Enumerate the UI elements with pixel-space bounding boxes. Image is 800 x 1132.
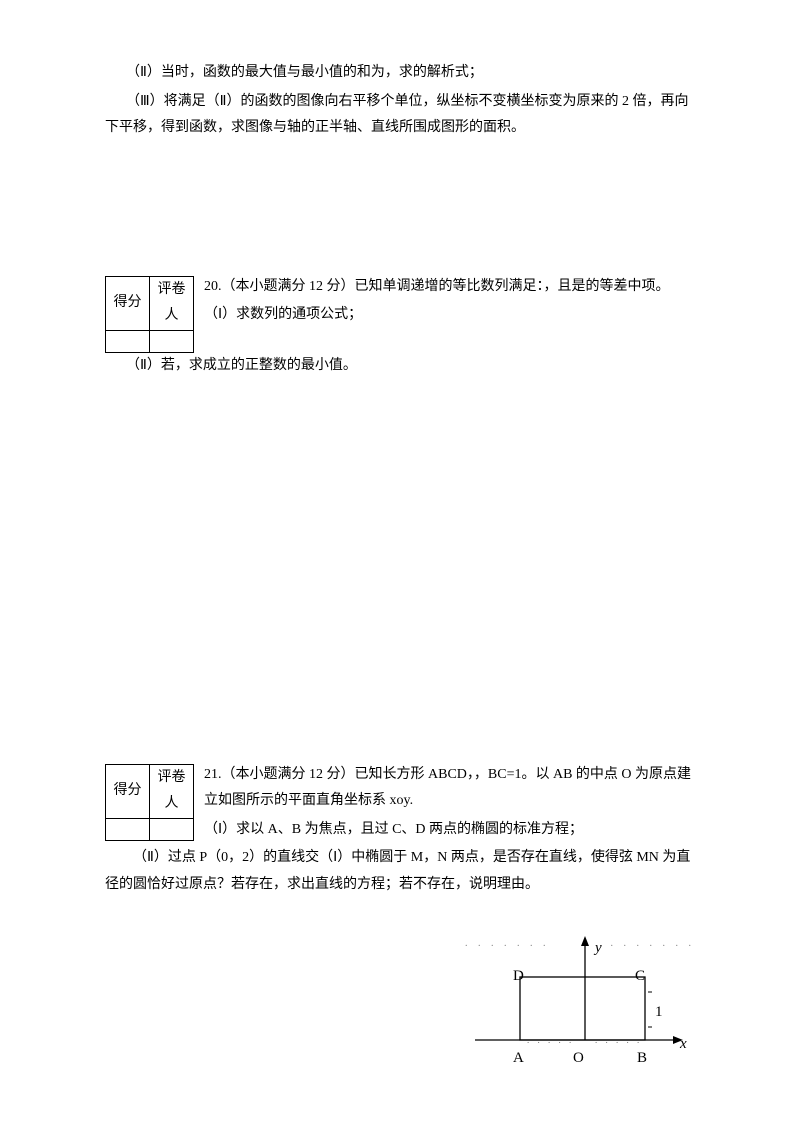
label-B: B [637,1044,647,1073]
label-1: 1 [655,998,663,1027]
score-cell[interactable] [106,818,150,840]
label-O: O [573,1044,584,1073]
q20-line1: 20.（本小题满分 12 分）已知单调递增的等比数列满足：，且是的等差中项。 [204,274,695,301]
question-21: 得分 评卷人 21.（本小题满分 12 分）已知长方形 ABCD，，BC=1。以… [105,762,695,899]
coordinate-diagram: . . . . . . . . . . . . . . . . . . . . … [465,932,695,1072]
score-header: 得分 [106,276,150,330]
spacer [105,382,695,762]
label-D: D [513,962,524,991]
q20-line2: （Ⅰ）求数列的通项公式； [204,302,695,329]
grader-cell[interactable] [150,818,194,840]
question-20: 得分 评卷人 20.（本小题满分 12 分）已知单调递增的等比数列满足：，且是的… [105,274,695,380]
score-table-21[interactable]: 得分 评卷人 [105,764,194,841]
problem-2-text: （Ⅱ）当时，函数的最大值与最小值的和为，求的解析式； [105,60,695,87]
q21-line1: 21.（本小题满分 12 分）已知长方形 ABCD，，BC=1。以 AB 的中点… [204,762,695,815]
problem-3-text: （Ⅲ）将满足（Ⅱ）的函数的图像向右平移个单位，纵坐标不变横坐标变为原来的 2 倍… [105,89,695,142]
label-y: y [595,934,602,963]
spacer [105,144,695,274]
score-table-20[interactable]: 得分 评卷人 [105,276,194,353]
grader-cell[interactable] [150,330,194,352]
grader-header: 评卷人 [150,764,194,818]
score-header: 得分 [106,764,150,818]
q21-line3: （Ⅱ）过点 P（0，2）的直线交（Ⅰ）中椭圆于 M，N 两点，是否存在直线，使得… [105,845,695,898]
score-cell[interactable] [106,330,150,352]
label-A: A [513,1044,524,1073]
q21-line2: （Ⅰ）求以 A、B 为焦点，且过 C、D 两点的椭圆的标准方程； [204,817,695,844]
label-x: x [680,1030,687,1059]
q20-line3: （Ⅱ）若，求成立的正整数的最小值。 [105,353,695,380]
grader-header: 评卷人 [150,276,194,330]
label-C: C [635,962,645,991]
